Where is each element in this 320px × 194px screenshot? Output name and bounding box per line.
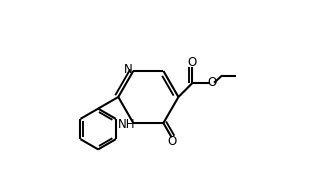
Text: NH: NH: [118, 118, 135, 131]
Text: N: N: [124, 63, 132, 76]
Text: O: O: [207, 76, 217, 89]
Text: O: O: [168, 135, 177, 148]
Text: O: O: [188, 56, 197, 69]
